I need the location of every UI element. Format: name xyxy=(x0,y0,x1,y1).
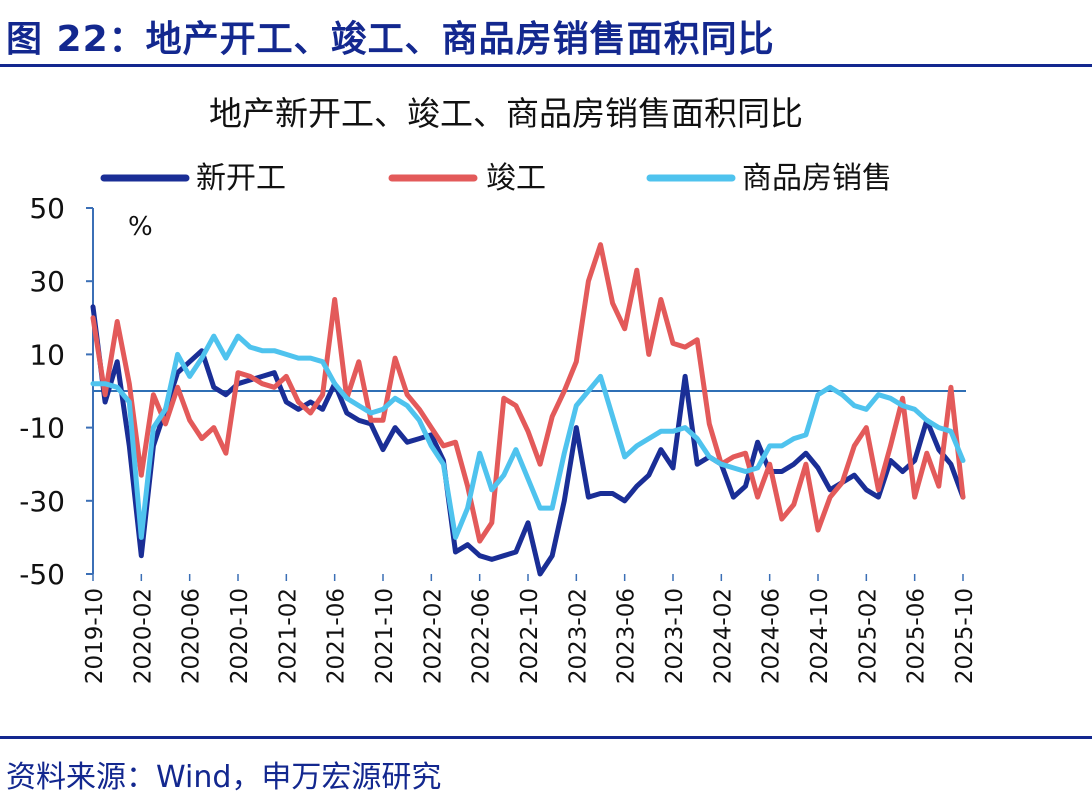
x-tick-label: 2020-02 xyxy=(130,588,156,684)
footer-divider xyxy=(0,736,1092,739)
x-tick-label: 2025-06 xyxy=(904,588,930,684)
x-tick-label: 2023-02 xyxy=(565,588,591,684)
x-tick-label: 2022-02 xyxy=(420,588,446,684)
x-tick-label: 2024-06 xyxy=(759,588,785,684)
chart-legend: 新开工 竣工 商品房销售 xyxy=(100,161,892,196)
figure-title: 图 22：地产开工、竣工、商品房销售面积同比 xyxy=(6,19,775,60)
x-tick-label: 2020-10 xyxy=(227,588,253,684)
y-axis-unit-label: % xyxy=(128,212,153,242)
x-tick-label: 2024-10 xyxy=(807,588,833,684)
figure-header: 图 22：地产开工、竣工、商品房销售面积同比 xyxy=(0,0,1092,64)
line-chart: 地产新开工、竣工、商品房销售面积同比 新开工 竣工 商品房销售 % 50 30 10 -1… xyxy=(19,94,978,684)
legend-item-completions: 竣工 xyxy=(388,161,546,196)
x-axis: 2019-10 2020-02 2020-06 2020-10 2021-02 2021-… xyxy=(82,574,978,684)
legend-item-sales: 商品房销售 xyxy=(646,161,892,196)
x-tick-label: 2022-06 xyxy=(469,588,495,684)
y-axis: 50 30 10 -10 -30 -50 xyxy=(19,192,94,591)
header-divider xyxy=(0,64,1092,67)
series-line-sales xyxy=(90,333,966,540)
chart-title: 地产新开工、竣工、商品房销售面积同比 xyxy=(209,94,803,133)
x-tick-label: 2022-10 xyxy=(517,588,543,684)
legend-label: 竣工 xyxy=(486,161,546,196)
x-tick-label: 2025-10 xyxy=(952,588,978,684)
chart-container: 地产新开工、竣工、商品房销售面积同比 新开工 竣工 商品房销售 % 50 30 10 -1… xyxy=(0,67,1092,727)
legend-item-new-starts: 新开工 xyxy=(100,161,286,196)
x-tick-label: 2021-10 xyxy=(372,588,398,684)
source-note: 资料来源：Wind，申万宏源研究 xyxy=(6,760,442,795)
series-line-new-starts xyxy=(90,304,966,577)
x-tick-label: 2024-02 xyxy=(710,588,736,684)
x-tick-label: 2023-06 xyxy=(614,588,640,684)
y-tick-label: -10 xyxy=(19,412,65,445)
x-tick-label: 2023-10 xyxy=(662,588,688,684)
x-tick-label: 2019-10 xyxy=(82,588,108,684)
series-line-completions xyxy=(90,242,966,544)
x-tick-label: 2021-06 xyxy=(324,588,350,684)
x-tick-label: 2021-02 xyxy=(275,588,301,684)
y-tick-label: -30 xyxy=(19,485,65,518)
x-tick-label: 2020-06 xyxy=(179,588,205,684)
legend-label: 商品房销售 xyxy=(742,161,892,196)
y-tick-label: 50 xyxy=(29,192,65,225)
y-tick-label: 10 xyxy=(29,338,65,371)
legend-label: 新开工 xyxy=(196,161,286,196)
y-tick-label: 30 xyxy=(29,265,65,298)
x-tick-label: 2025-02 xyxy=(855,588,881,684)
series-lines xyxy=(90,242,966,577)
y-tick-label: -50 xyxy=(19,558,65,591)
